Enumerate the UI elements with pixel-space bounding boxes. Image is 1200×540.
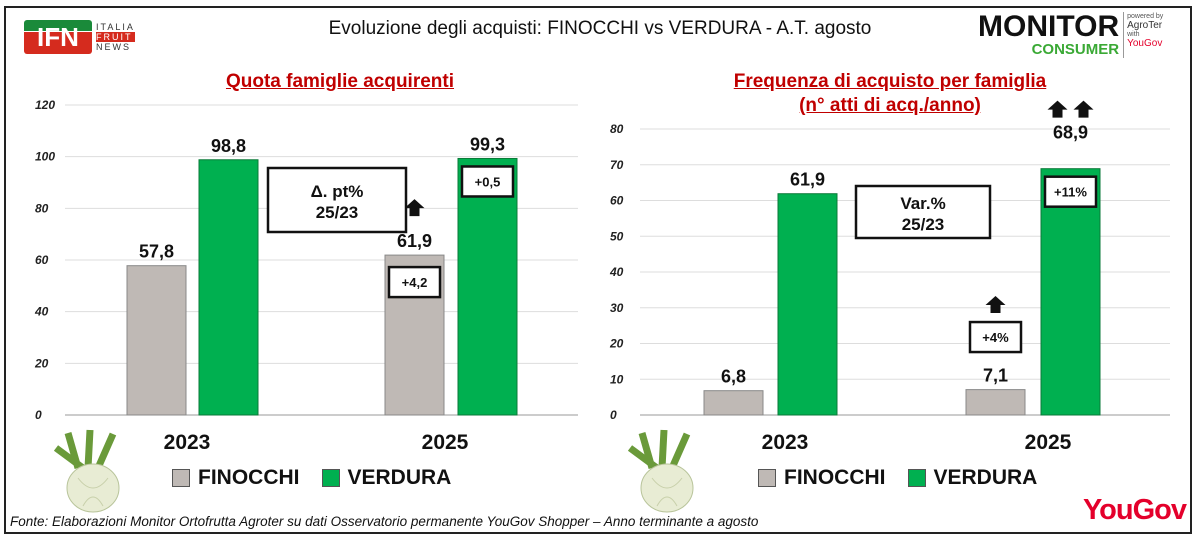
y-tick-label: 0 — [610, 408, 617, 422]
delta-box — [387, 265, 442, 299]
delta-legend-line1: Δ. pt% — [311, 182, 364, 201]
fennel-image-right — [622, 428, 712, 514]
legend-swatch-finocchi — [758, 469, 776, 487]
y-tick-label: 20 — [34, 356, 49, 370]
logo-powered: powered by — [1127, 13, 1164, 20]
y-tick-label: 70 — [610, 158, 624, 172]
logo-with: with — [1127, 31, 1140, 38]
chart-quota: 0 20 40 60 80 100 120 2023 57,8 98,8 2025 61,9 +4,2 9… — [34, 98, 578, 454]
chart-title-left: Quota famiglie acquirenti — [225, 71, 455, 92]
y-tick-label: 80 — [610, 122, 624, 136]
data-label: 68,9 — [1053, 123, 1088, 143]
chart-title-right: Frequenza di acquisto per famiglia — [733, 71, 1047, 92]
legend-label-verdura: VERDURA — [933, 466, 1038, 489]
bar-verdura — [198, 159, 259, 416]
bar-verdura — [457, 157, 518, 416]
legend-label-finocchi: FINOCCHI — [198, 466, 300, 489]
up-arrow-icon — [1047, 100, 1068, 118]
ifn-logo-line: ITALIA — [96, 22, 135, 32]
y-tick-label: 60 — [610, 194, 624, 208]
yougov-logo: YouGov — [1082, 494, 1187, 526]
delta-legend-box — [854, 184, 992, 240]
x-category-label: 2025 — [422, 431, 469, 454]
up-arrow-icon — [985, 296, 1006, 314]
data-label: 6,8 — [721, 367, 746, 387]
ifn-logo: IFN ITALIA FRUIT NEWS — [24, 20, 135, 54]
data-label: 57,8 — [139, 242, 174, 262]
data-label: 61,9 — [397, 231, 432, 251]
ifn-logo-main: IFN — [24, 20, 92, 54]
y-tick-label: 60 — [35, 253, 49, 267]
delta-box — [968, 320, 1023, 354]
monitor-consumer-logo: MONITOR CONSUMER powered by AgroTer with… — [978, 12, 1163, 58]
up-arrow-icon — [404, 199, 425, 217]
bar-finocchi — [126, 265, 187, 416]
y-tick-label: 120 — [35, 98, 55, 112]
bar-verdura — [1040, 168, 1101, 416]
x-category-label: 2025 — [1025, 431, 1072, 454]
y-tick-label: 30 — [610, 301, 624, 315]
y-tick-label: 100 — [35, 150, 55, 164]
delta-value: +0,5 — [475, 174, 501, 189]
data-label: 98,8 — [211, 136, 246, 156]
chart-subtitle-right: (n° atti di acq./anno) — [799, 95, 981, 116]
bar-verdura — [777, 193, 838, 416]
legend-right: FINOCCHI VERDURA — [758, 466, 1037, 490]
monitor-logo-sub: CONSUMER — [1031, 41, 1120, 58]
delta-value: +4,2 — [402, 275, 428, 290]
legend-label-verdura: VERDURA — [347, 466, 452, 489]
frame-border — [4, 6, 1192, 534]
x-category-label: 2023 — [164, 431, 211, 454]
y-tick-label: 40 — [34, 305, 49, 319]
ifn-logo-line: FRUIT — [96, 32, 135, 42]
delta-value: +4% — [982, 330, 1009, 345]
bar-finocchi — [703, 390, 764, 416]
page-title: Evoluzione degli acquisti: FINOCCHI vs V… — [328, 18, 872, 39]
data-label: 99,3 — [470, 134, 505, 154]
delta-box — [1043, 175, 1098, 208]
source-footer: Fonte: Elaborazioni Monitor Ortofrutta A… — [10, 514, 759, 529]
logo-agroter: AgroTer — [1127, 20, 1163, 31]
legend-swatch-finocchi — [172, 469, 190, 487]
monitor-logo-main: MONITOR — [978, 10, 1120, 43]
delta-value: +11% — [1054, 185, 1087, 200]
delta-legend-line2: 25/23 — [902, 215, 945, 234]
y-tick-label: 0 — [35, 408, 42, 422]
up-arrow-icon — [1073, 100, 1094, 118]
bar-finocchi — [965, 389, 1026, 416]
ifn-logo-line: NEWS — [96, 42, 131, 52]
y-tick-label: 20 — [609, 337, 624, 351]
y-tick-label: 40 — [609, 265, 624, 279]
x-category-label: 2023 — [762, 431, 809, 454]
y-tick-label: 50 — [610, 229, 624, 243]
legend-left: FINOCCHI VERDURA — [172, 466, 451, 490]
data-label: 7,1 — [983, 366, 1008, 386]
y-tick-label: 80 — [35, 201, 49, 215]
delta-legend-line2: 25/23 — [316, 203, 359, 222]
delta-legend-line1: Var.% — [900, 194, 945, 213]
y-tick-label: 10 — [610, 372, 624, 386]
delta-legend-box — [266, 166, 408, 234]
delta-box — [460, 165, 515, 198]
legend-swatch-verdura — [321, 469, 340, 487]
legend-label-finocchi: FINOCCHI — [784, 466, 886, 489]
fennel-image-left — [53, 429, 120, 513]
logo-yougov: YouGov — [1127, 38, 1163, 49]
legend-swatch-verdura — [907, 469, 926, 487]
data-label: 61,9 — [790, 170, 825, 190]
